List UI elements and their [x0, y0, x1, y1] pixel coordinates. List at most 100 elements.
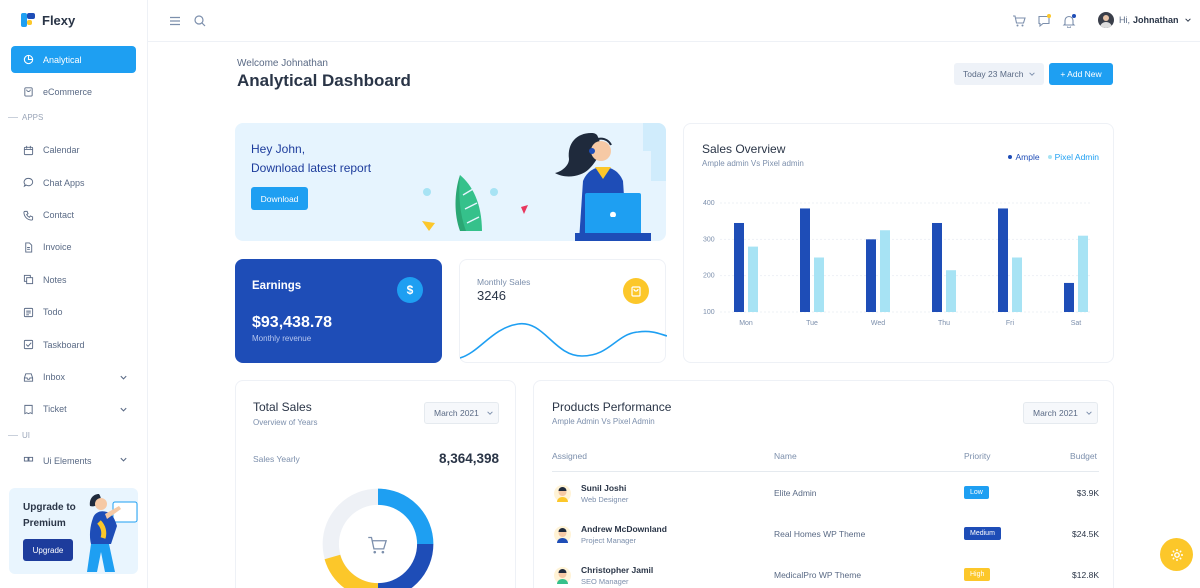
- sidebar-item-calendar[interactable]: Calendar: [11, 137, 136, 164]
- sidebar-item-label: Notes: [43, 274, 67, 285]
- file-icon: [23, 242, 34, 253]
- chevron-down-icon: [120, 458, 127, 462]
- chevron-down-icon: [1184, 18, 1191, 22]
- user-menu[interactable]: Hi, Johnathan: [1098, 12, 1192, 28]
- checkbox-icon: [23, 339, 34, 350]
- priority-badge: High: [964, 568, 991, 581]
- column-header-name: Name: [774, 451, 797, 461]
- products-performance-card: Products Performance Ample Admin Vs Pixe…: [533, 380, 1114, 588]
- sidebar-item-label: Inbox: [43, 372, 66, 383]
- priority-badge: Medium: [964, 527, 1001, 540]
- monthly-sales-value: 3246: [477, 288, 506, 303]
- sidebar-item-inbox[interactable]: Inbox: [11, 364, 136, 391]
- sidebar-item-label: Calendar: [43, 145, 80, 156]
- bar-ample-fri: [998, 208, 1008, 312]
- table-row[interactable]: Christopher Jamil SEO Manager MedicalPro…: [534, 559, 1115, 588]
- earnings-label: Earnings: [252, 280, 302, 292]
- table-row[interactable]: Sunil Joshi Web Designer Elite Admin Low…: [534, 477, 1115, 517]
- search-icon[interactable]: [193, 14, 207, 28]
- sales-overview-title: Sales Overview: [702, 142, 786, 156]
- monthly-sales-label: Monthly Sales: [477, 277, 531, 287]
- notes-icon: [23, 274, 34, 285]
- cart-icon: [368, 536, 388, 554]
- sidebar-item-todo[interactable]: Todo: [11, 299, 136, 326]
- sales-sparkline: [460, 323, 667, 359]
- assignee-role: Project Manager: [581, 536, 637, 545]
- sidebar-item-label: Todo: [43, 307, 63, 318]
- shopping-bag-icon: [623, 278, 649, 304]
- bar-pixel-admin-wed: [880, 230, 890, 312]
- chat-icon: [23, 177, 34, 188]
- x-tick-label: Sat: [1071, 320, 1082, 327]
- total-sales-donut: [322, 488, 434, 588]
- menu-icon[interactable]: [168, 14, 182, 28]
- monthly-sales-card: Monthly Sales 3246: [459, 259, 667, 363]
- sidebar-item-taskboard[interactable]: Taskboard: [11, 331, 136, 358]
- bar-ample-mon: [734, 222, 744, 312]
- chevron-down-icon: [487, 411, 493, 415]
- legend-dot: [1047, 155, 1052, 159]
- settings-fab[interactable]: [1160, 538, 1193, 571]
- products-subtitle: Ample Admin Vs Pixel Admin: [552, 417, 655, 426]
- sidebar-item-ecommerce[interactable]: eCommerce: [11, 78, 136, 105]
- column-header-priority: Priority: [964, 451, 991, 461]
- sales-overview-card: Sales Overview Ample admin Vs Pixel admi…: [683, 123, 1114, 363]
- sidebar-item-label: Analytical: [43, 54, 82, 65]
- user-greeting: Hi,: [1119, 15, 1130, 25]
- message-icon[interactable]: [1037, 14, 1051, 28]
- bar-pixel-admin-sat: [1078, 235, 1088, 312]
- sidebar: Flexy Analytical eCommerce APPS Calendar…: [0, 0, 148, 588]
- sidebar-item-ui-elements[interactable]: Ui Elements: [11, 454, 136, 466]
- y-tick-label: 100: [703, 309, 715, 316]
- upgrade-button[interactable]: Upgrade: [23, 539, 73, 561]
- x-tick-label: Fri: [1006, 320, 1015, 327]
- avatar: [554, 567, 571, 584]
- download-button[interactable]: Download: [251, 187, 308, 210]
- date-select[interactable]: Today 23 March: [954, 63, 1044, 85]
- sidebar-item-invoice[interactable]: Invoice: [11, 234, 136, 261]
- y-tick-label: 200: [703, 273, 715, 280]
- bar-pixel-admin-mon: [748, 246, 758, 312]
- assignee-role: SEO Manager: [581, 577, 629, 586]
- sidebar-item-label: eCommerce: [43, 86, 93, 97]
- month-select[interactable]: March 2021: [424, 402, 499, 424]
- total-sales-card: Total Sales Overview of Years March 2021…: [235, 380, 516, 588]
- bar-ample-tue: [800, 208, 810, 312]
- bar-pixel-admin-tue: [814, 257, 824, 312]
- column-header-budget: Budget: [1070, 451, 1097, 461]
- sidebar-item-contact[interactable]: Contact: [11, 202, 136, 229]
- sidebar-item-analytical[interactable]: Analytical: [11, 46, 136, 73]
- legend-label: Ample: [1015, 152, 1040, 162]
- budget-value: $12.8K: [1072, 570, 1099, 580]
- month-select-value: March 2021: [434, 408, 479, 418]
- dollar-icon: $: [397, 277, 423, 303]
- table-divider: [552, 471, 1099, 472]
- sidebar-item-notes[interactable]: Notes: [11, 266, 136, 293]
- table-row[interactable]: Andrew McDownland Project Manager Real H…: [534, 518, 1115, 558]
- chevron-down-icon: [1086, 411, 1092, 415]
- bar-ample-wed: [866, 239, 876, 312]
- x-tick-label: Wed: [871, 320, 885, 327]
- chart-legend: Ample Pixel Admin: [1008, 152, 1099, 162]
- grid-icon: [23, 456, 34, 466]
- sidebar-item-label: Ticket: [43, 404, 67, 415]
- chevron-down-icon: [120, 375, 127, 380]
- sidebar-item-chat-apps[interactable]: Chat Apps: [11, 169, 136, 196]
- add-new-button[interactable]: + Add New: [1049, 63, 1113, 85]
- bar-pixel-admin-thu: [946, 270, 956, 312]
- brand-logo[interactable]: Flexy: [20, 12, 75, 28]
- sidebar-item-label: Contact: [43, 210, 75, 221]
- sidebar-item-label: Chat Apps: [43, 177, 85, 188]
- assignee-name: Andrew McDownland: [581, 524, 667, 534]
- priority-badge: Low: [964, 486, 989, 499]
- project-name: Real Homes WP Theme: [774, 529, 866, 539]
- avatar: [554, 485, 571, 502]
- column-header-assigned: Assigned: [552, 451, 587, 461]
- chevron-down-icon: [120, 407, 127, 412]
- bell-icon[interactable]: [1062, 14, 1076, 28]
- budget-value: $3.9K: [1076, 488, 1099, 498]
- sidebar-item-ticket[interactable]: Ticket: [11, 396, 136, 423]
- sidebar-item-label: Taskboard: [43, 339, 85, 350]
- month-select[interactable]: March 2021: [1023, 402, 1098, 424]
- cart-icon[interactable]: [1012, 14, 1026, 28]
